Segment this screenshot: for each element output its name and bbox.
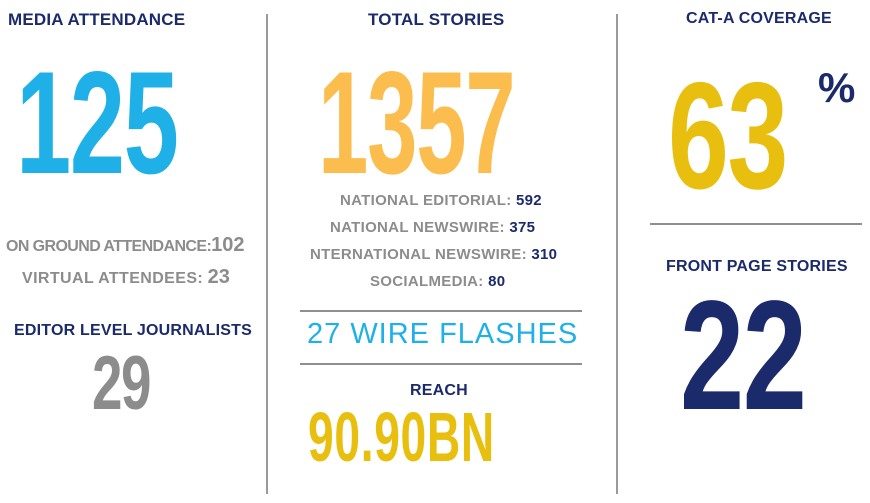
- breakdown-value: 375: [509, 219, 536, 236]
- breakdown-value: 592: [516, 192, 542, 209]
- stories-breakdown-row: NATIONAL NEWSWIRE: 375: [330, 219, 535, 236]
- media-attendance-value: 125: [16, 50, 254, 196]
- total-stories-number: 1357: [318, 41, 516, 204]
- front-page-number: 22: [680, 269, 807, 443]
- stories-breakdown-row: NTERNATIONAL NEWSWIRE: 310: [310, 246, 557, 263]
- virtual-value: 23: [207, 266, 230, 288]
- reach-heading: REACH: [410, 382, 468, 399]
- editor-level-heading: EDITOR LEVEL JOURNALISTS: [14, 322, 253, 339]
- editor-level-number: 29: [92, 341, 151, 426]
- on-ground-label: ON GROUND ATTENDANCE:: [6, 238, 212, 255]
- wire-flashes: 27 WIRE FLASHES: [307, 318, 579, 350]
- total-stories-heading: TOTAL STORIES: [368, 10, 505, 29]
- breakdown-value: 310: [531, 246, 558, 263]
- reach-value: 90.90BN: [308, 402, 591, 472]
- on-ground-attendance: ON GROUND ATTENDANCE:102: [6, 234, 245, 257]
- breakdown-label: NTERNATIONAL NEWSWIRE:: [310, 246, 527, 263]
- cat-a-coverage-heading: CAT-A COVERAGE: [686, 10, 832, 27]
- reach-number: 90.90BN: [308, 398, 495, 476]
- total-stories-value: 1357: [318, 50, 635, 196]
- editor-level-value: 29: [92, 346, 173, 422]
- breakdown-value: 80: [488, 273, 506, 290]
- cat-a-coverage-unit: %: [818, 64, 856, 111]
- front-page-heading: FRONT PAGE STORIES: [666, 258, 848, 275]
- breakdown-label: NATIONAL EDITORIAL:: [340, 192, 512, 209]
- media-attendance-number: 125: [16, 41, 179, 204]
- virtual-label: VIRTUAL ATTENDEES:: [22, 270, 204, 287]
- on-ground-value: 102: [211, 234, 245, 256]
- right-column-divider: [650, 223, 862, 225]
- cat-a-coverage-number: 63: [668, 51, 788, 221]
- virtual-attendees: VIRTUAL ATTENDEES: 23: [22, 266, 230, 289]
- media-attendance-heading: MEDIA ATTENDANCE: [8, 10, 186, 29]
- breakdown-label: NATIONAL NEWSWIRE:: [330, 219, 505, 236]
- wire-flashes-divider-top: [300, 310, 582, 312]
- breakdown-label: SOCIALMEDIA:: [370, 273, 484, 290]
- cat-a-coverage-value: 63: [668, 60, 833, 212]
- column-divider-right: [616, 14, 618, 494]
- wire-flashes-divider-bottom: [300, 363, 582, 365]
- column-divider-left: [266, 14, 268, 494]
- stories-breakdown-row: NATIONAL EDITORIAL: 592: [340, 192, 542, 209]
- stories-breakdown-row: SOCIALMEDIA: 80: [370, 273, 505, 290]
- front-page-value: 22: [680, 278, 850, 434]
